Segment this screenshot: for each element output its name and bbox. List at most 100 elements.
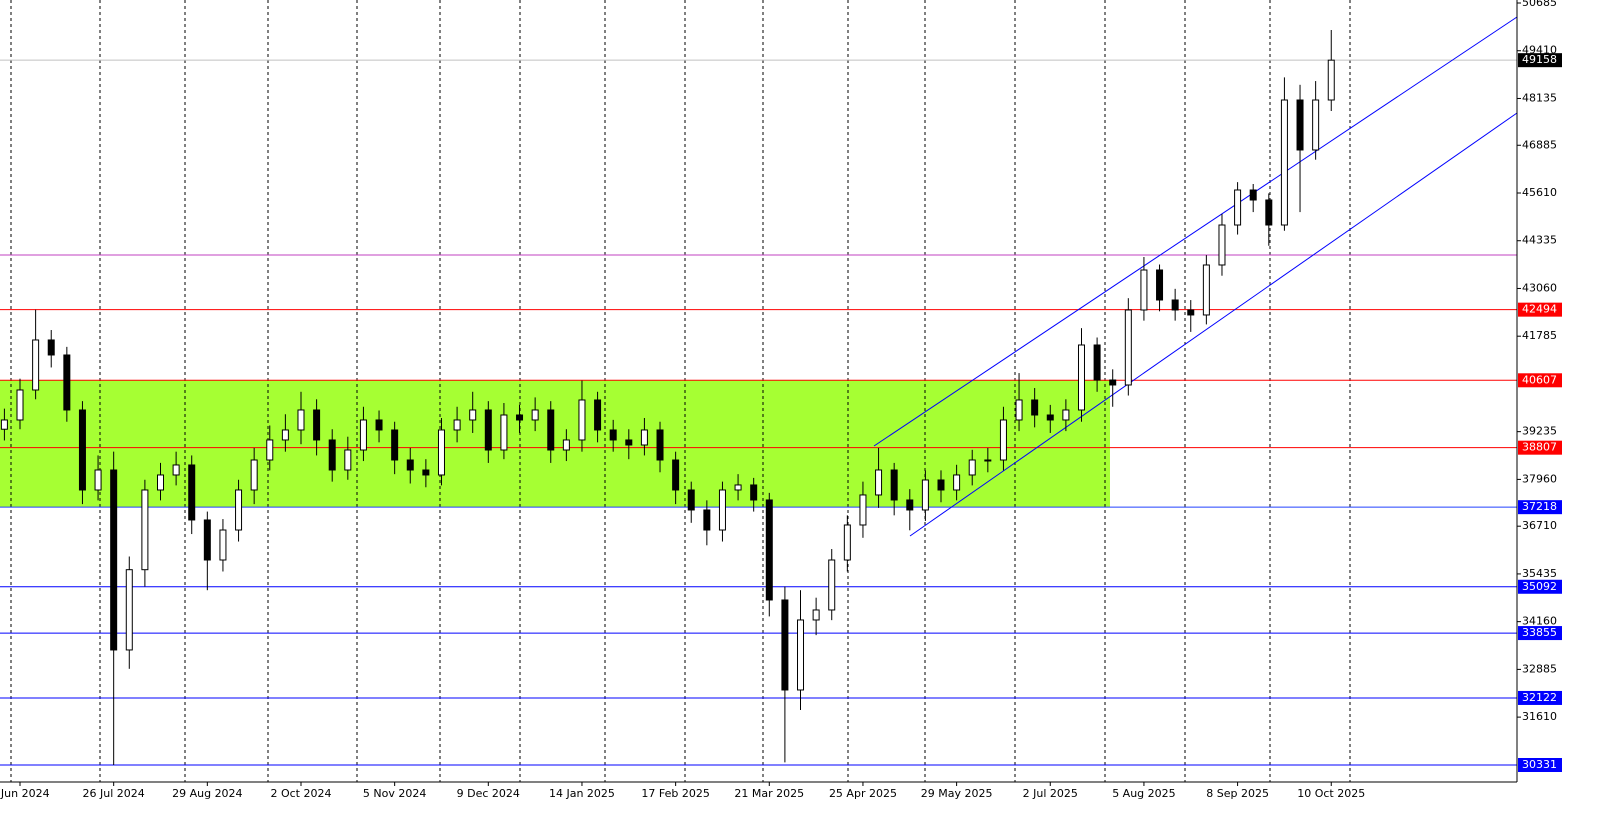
candle-body	[266, 439, 274, 461]
candles	[0, 29, 1335, 765]
candle-body	[1031, 399, 1039, 416]
candle-body	[1156, 269, 1164, 301]
candle-body	[828, 559, 836, 611]
candle-body	[1280, 99, 1288, 226]
channel	[873, 16, 1518, 537]
candle-body	[250, 459, 258, 491]
candle-body	[1046, 414, 1054, 421]
candle-body	[1327, 59, 1335, 101]
grid-layer	[10, 0, 1351, 782]
candle-body	[1234, 189, 1242, 226]
y-tick-label: 32885	[1522, 662, 1557, 675]
candle-body	[984, 459, 992, 462]
candle-body	[94, 469, 102, 491]
y-tick-label: 39235	[1522, 425, 1557, 438]
candle-body	[703, 509, 711, 531]
candle-body	[875, 469, 883, 496]
candle-body	[1296, 99, 1304, 151]
x-tick-label: 5 Aug 2025	[1112, 787, 1175, 800]
candle-body	[469, 409, 477, 421]
candle-body	[1140, 269, 1148, 311]
candle-body	[500, 414, 508, 451]
y-tick-label: 50685	[1522, 0, 1557, 9]
x-tick-label: 5 Nov 2024	[363, 787, 426, 800]
candle-body	[203, 519, 211, 561]
level-label-box	[1518, 626, 1562, 641]
candle-body	[734, 484, 742, 491]
candle-body	[1202, 264, 1210, 316]
y-tick-label: 41785	[1522, 329, 1557, 342]
candle-body	[110, 469, 118, 651]
level-label-box	[1518, 302, 1562, 317]
candle-body	[1249, 189, 1257, 201]
candle-body	[1015, 399, 1023, 421]
candle-body	[375, 419, 383, 431]
candle-body	[484, 409, 492, 451]
level-label: 38807	[1522, 441, 1557, 454]
candle-body	[750, 484, 758, 501]
level-label: 32122	[1522, 691, 1557, 704]
level-label-box	[1518, 373, 1562, 388]
candle-body	[1171, 299, 1179, 311]
candle-body	[437, 429, 445, 476]
x-tick-label: 21 Mar 2025	[734, 787, 804, 800]
y-tick-label: 48135	[1522, 91, 1557, 104]
candle-body	[406, 459, 414, 471]
channel-lower	[909, 112, 1518, 537]
candle-body	[125, 569, 133, 651]
y-tick-label: 36710	[1522, 519, 1557, 532]
level-label-box	[1518, 440, 1562, 455]
candle-body	[843, 524, 851, 561]
candle-body	[281, 429, 289, 441]
candle-body	[797, 619, 805, 691]
x-tick-label: 8 Sep 2025	[1206, 787, 1269, 800]
candle-body	[781, 599, 789, 691]
level-label: 30331	[1522, 758, 1557, 771]
level-label-box	[1518, 53, 1562, 68]
candle-body	[344, 449, 352, 471]
x-tick-label: 9 Dec 2024	[457, 787, 520, 800]
candle-body	[235, 489, 243, 531]
y-tick-label: 34160	[1522, 615, 1557, 628]
candle-body	[219, 529, 227, 561]
level-label: 40607	[1522, 373, 1557, 386]
candle-body	[1093, 344, 1101, 381]
candle-body	[63, 354, 71, 411]
candle-body	[672, 459, 680, 491]
x-tick-label: 4 Jun 2024	[0, 787, 50, 800]
level-layer	[0, 59, 1517, 766]
y-tick-label: 35435	[1522, 567, 1557, 580]
x-tick-label: 10 Oct 2025	[1297, 787, 1365, 800]
candle-body	[640, 429, 648, 446]
candle-body	[765, 499, 773, 601]
candle-body	[1109, 379, 1117, 386]
candle-body	[391, 429, 399, 461]
candle-body	[1062, 409, 1070, 421]
level-label-box	[1518, 758, 1562, 772]
candle-body	[562, 439, 570, 451]
level-label: 42494	[1522, 303, 1557, 316]
candle-body	[968, 459, 976, 476]
candle-body	[906, 499, 914, 511]
y-tick-label: 37960	[1522, 472, 1557, 485]
x-tick-label: 25 Apr 2025	[829, 787, 897, 800]
level-label-box	[1518, 500, 1562, 515]
candle-body	[32, 339, 40, 391]
candle-body	[422, 469, 430, 476]
candle-body	[921, 479, 929, 511]
candle-body	[812, 609, 820, 621]
y-tick-label: 45610	[1522, 186, 1557, 199]
candle-body	[609, 429, 617, 441]
candle-body	[531, 409, 539, 421]
candle-body	[594, 399, 602, 431]
candle-body	[656, 429, 664, 461]
candle-body	[141, 489, 149, 571]
candle-body	[999, 419, 1007, 461]
x-tick-label: 29 May 2025	[921, 787, 993, 800]
candle-body	[687, 489, 695, 511]
y-tick-label: 31610	[1522, 710, 1557, 723]
x-tick-label: 2 Oct 2024	[270, 787, 331, 800]
candle-body	[0, 419, 8, 430]
candle-body	[47, 339, 55, 356]
